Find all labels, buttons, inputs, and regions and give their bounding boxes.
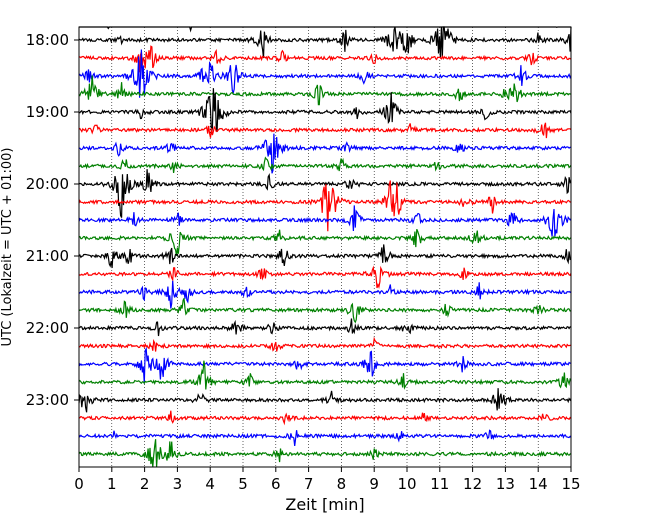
trace-line	[78, 75, 572, 106]
plot-frame	[78, 26, 572, 468]
x-tick-label: 8	[337, 475, 347, 493]
y-axis-ticks: 18:00 19:00 20:00 21:00 22:00 23:00	[26, 31, 79, 409]
x-tick-label: 14	[529, 475, 548, 493]
trace-line	[78, 180, 572, 232]
x-tick-label: 11	[430, 475, 449, 493]
y-axis-label: UTC (Lokalzeit = UTC + 01:00)	[0, 148, 15, 347]
trace-line	[78, 205, 572, 237]
x-tick-label: 6	[271, 475, 281, 493]
trace-line	[78, 439, 572, 468]
y-tick-label: 22:00	[26, 319, 69, 337]
x-tick-label: 5	[238, 475, 248, 493]
trace-line	[78, 388, 572, 413]
x-tick-label: 0	[74, 475, 84, 493]
x-tick-label: 9	[369, 475, 379, 493]
x-axis-ticks: 0 1 2 3 4 5 6 7 8 9 10 11 12 13 14 15	[74, 467, 581, 493]
trace-line	[78, 336, 572, 352]
x-tick-label: 1	[107, 475, 117, 493]
trace-line	[78, 298, 572, 324]
trace-line	[78, 265, 572, 289]
y-tick-label: 23:00	[26, 391, 69, 409]
x-tick-label: 12	[463, 475, 482, 493]
trace-line	[78, 346, 572, 384]
x-tick-label: 4	[205, 475, 215, 493]
y-tick-label: 20:00	[26, 175, 69, 193]
y-tick-label: 21:00	[26, 247, 69, 265]
trace-line	[78, 429, 572, 446]
x-tick-label: 7	[304, 475, 314, 493]
trace-line	[78, 280, 572, 309]
trace-line	[78, 169, 572, 218]
trace-line	[78, 244, 572, 269]
trace-line	[78, 410, 572, 426]
trace-line	[78, 26, 572, 59]
x-tick-label: 15	[561, 475, 580, 493]
trace-line	[78, 49, 572, 98]
trace-line	[78, 88, 572, 135]
x-axis-label: Zeit [min]	[285, 495, 364, 514]
y-tick-label: 19:00	[26, 103, 69, 121]
y-tick-label: 18:00	[26, 31, 69, 49]
grid-lines	[111, 27, 539, 467]
x-tick-label: 10	[397, 475, 416, 493]
trace-line	[78, 156, 572, 173]
trace-line	[78, 228, 572, 256]
trace-line	[78, 318, 572, 337]
x-tick-label: 13	[496, 475, 515, 493]
trace-line	[78, 45, 572, 73]
x-tick-label: 2	[140, 475, 150, 493]
trace-line	[78, 133, 572, 174]
trace-line	[78, 360, 572, 390]
x-tick-label: 3	[173, 475, 183, 493]
trace-line	[78, 122, 572, 139]
seismic-traces	[78, 26, 572, 468]
trace-line	[79, 26, 571, 33]
